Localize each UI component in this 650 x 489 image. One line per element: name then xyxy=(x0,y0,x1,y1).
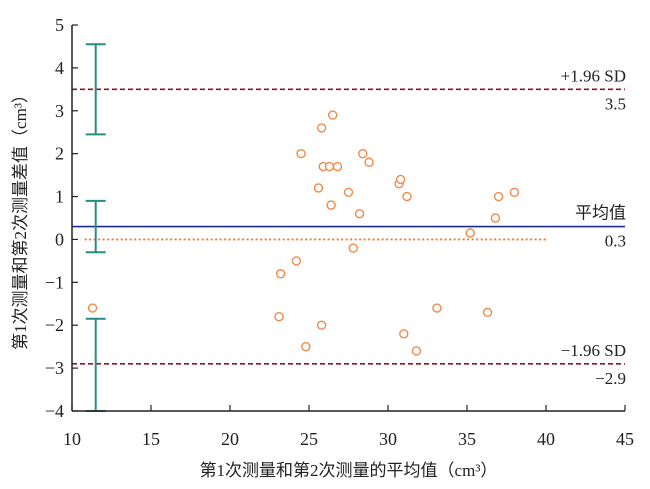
x-tick-label: 10 xyxy=(63,429,81,449)
data-point xyxy=(274,311,284,322)
y-tick-label: 5 xyxy=(55,15,64,35)
data-point xyxy=(332,161,343,172)
data-point xyxy=(316,123,327,133)
data-point xyxy=(301,341,311,352)
data-point xyxy=(343,187,354,197)
y-tick-label: 4 xyxy=(55,58,64,78)
data-point xyxy=(465,228,475,238)
y-tick-label: 0 xyxy=(55,229,64,249)
data-point xyxy=(316,320,327,330)
reference-line-label-2: −1.96 SD xyxy=(561,341,626,360)
y-tick-label: −2 xyxy=(45,315,64,335)
data-point xyxy=(399,329,409,339)
data-point xyxy=(296,148,306,159)
data-point xyxy=(490,213,501,223)
data-point xyxy=(87,303,98,313)
plot-area: +1.96 SD 3.5 平均值 0.3 −1.96 SD −2.9 xyxy=(72,43,626,412)
data-point xyxy=(482,307,493,318)
data-point xyxy=(313,183,324,193)
x-tick-label: 45 xyxy=(616,429,634,449)
reference-line-label-1: 平均值 xyxy=(575,204,626,223)
reference-line-value-1: 0.3 xyxy=(605,232,626,251)
data-point xyxy=(493,191,504,202)
y-tick-label: 3 xyxy=(55,101,64,121)
data-point xyxy=(509,187,520,197)
data-point xyxy=(324,161,335,172)
x-tick-label: 25 xyxy=(300,429,318,449)
y-tick-label: −4 xyxy=(45,401,64,421)
y-tick-label: 1 xyxy=(55,187,64,207)
y-tick-label: −1 xyxy=(45,272,64,292)
data-point xyxy=(354,209,365,219)
data-point xyxy=(328,110,338,120)
x-tick-label: 15 xyxy=(142,429,160,449)
y-tick-label: −3 xyxy=(45,358,64,378)
y-axis-label: 第1次测量和第2次测量差值（cm³） xyxy=(11,86,30,350)
data-point xyxy=(411,346,422,356)
data-point xyxy=(395,174,406,185)
reference-line-label-0: +1.96 SD xyxy=(561,66,626,85)
data-point xyxy=(402,191,412,202)
data-point xyxy=(326,200,336,210)
x-tick-label: 20 xyxy=(221,429,239,449)
x-tick-label: 30 xyxy=(379,429,397,449)
y-tick-label: 2 xyxy=(55,144,64,164)
reference-line-value-2: −2.9 xyxy=(595,369,626,388)
x-tick-label: 35 xyxy=(458,429,476,449)
x-tick-label: 40 xyxy=(537,429,555,449)
data-point xyxy=(348,243,358,253)
data-point xyxy=(432,303,442,313)
data-point xyxy=(275,269,286,279)
data-point xyxy=(291,256,302,266)
data-point xyxy=(364,157,374,167)
x-axis-label: 第1次测量和第2次测量的平均值（cm³） xyxy=(200,461,498,480)
reference-line-value-0: 3.5 xyxy=(605,94,626,113)
data-point xyxy=(358,148,368,159)
